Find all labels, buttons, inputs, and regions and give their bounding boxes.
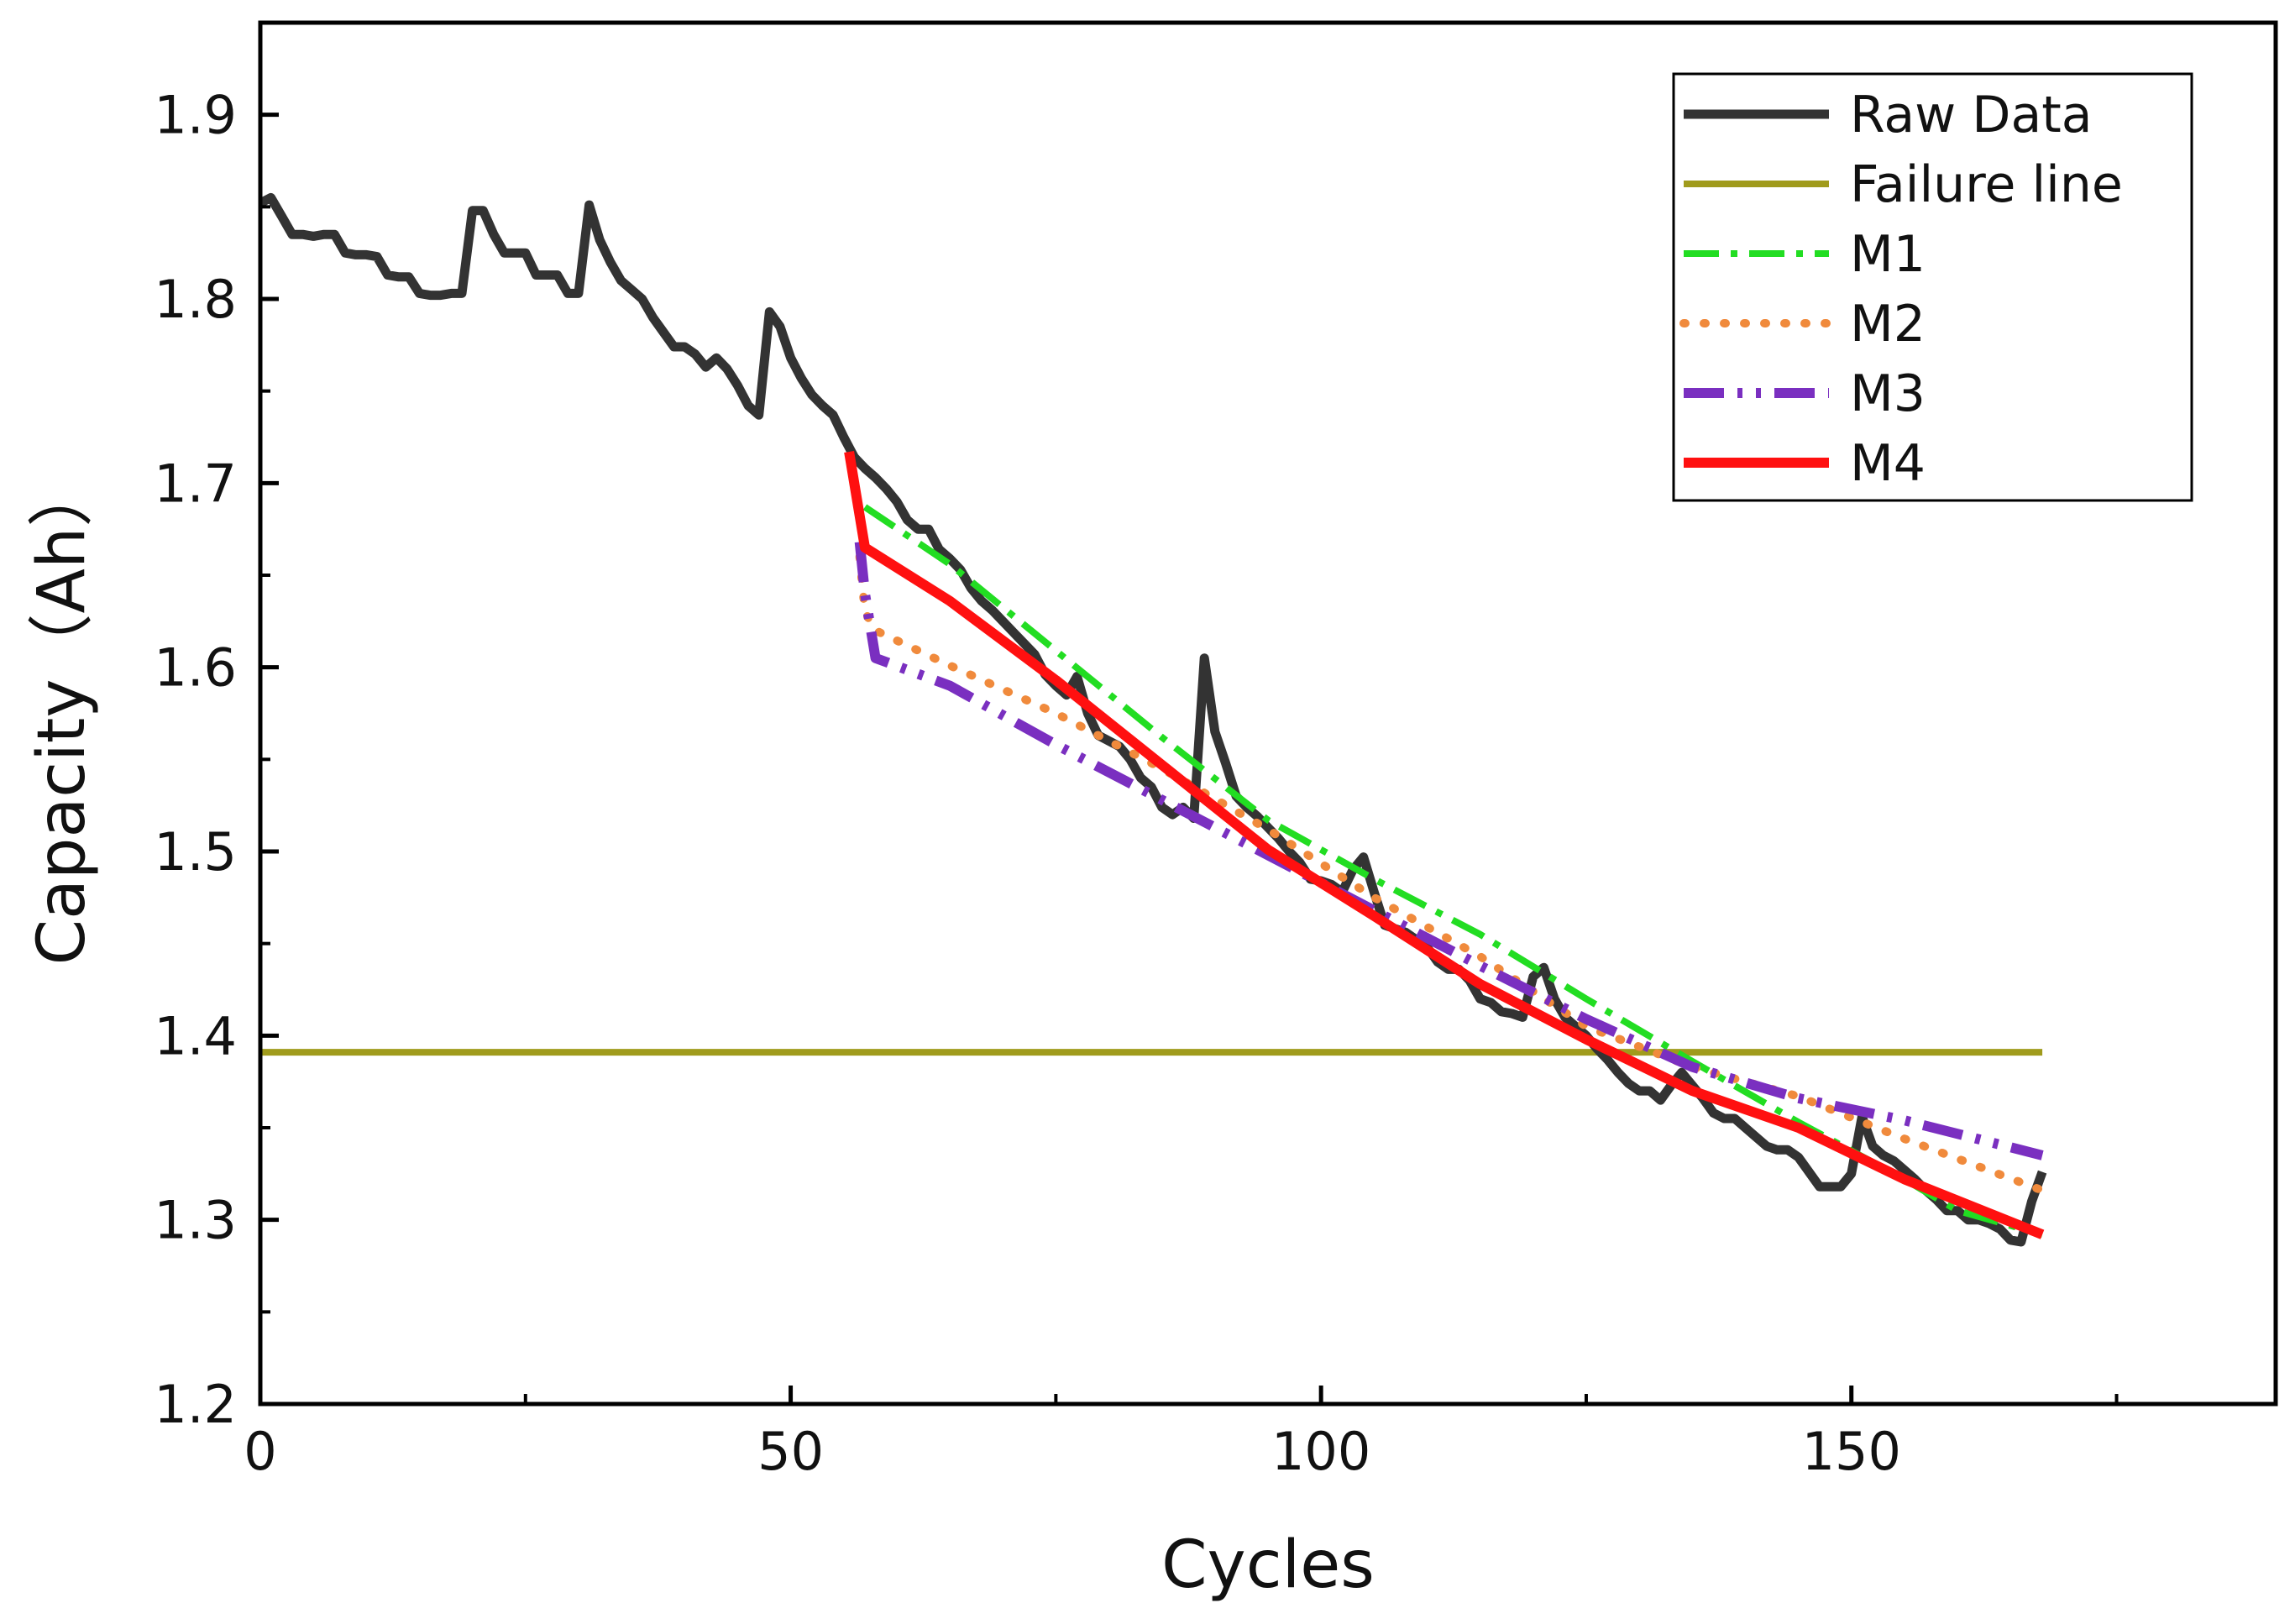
y-tick-label: 1.3	[154, 1190, 237, 1251]
legend-label-failure-line: Failure line	[1850, 155, 2123, 214]
y-tick-label: 1.4	[154, 1005, 237, 1066]
series-line-m1	[862, 504, 2044, 1239]
y-tick-label: 1.8	[154, 269, 237, 330]
x-tick-label: 0	[244, 1421, 276, 1482]
x-axis-title: Cycles	[1161, 1527, 1375, 1603]
series-line-raw-data	[258, 192, 2047, 1247]
plot-frame	[258, 20, 2278, 1407]
legend-box	[1672, 72, 2193, 502]
legend-label-m4: M4	[1850, 434, 1926, 493]
legend: Raw Data Failure line M1 M2 M3 M4	[1672, 72, 2193, 502]
y-tick-label: 1.7	[154, 453, 237, 514]
series-line-m4	[844, 451, 2045, 1239]
y-tick-label: 1.2	[154, 1374, 237, 1435]
y-tick-label: 1.9	[154, 85, 237, 146]
x-tick-label: 50	[757, 1421, 824, 1482]
tick-layer: 0 50 100 150 1.2 1.3 1.4 1.5 1.6 1.7 1.8 1.9	[154, 85, 2119, 1482]
legend-label-m3: M3	[1850, 364, 1926, 423]
legend-label-raw-data: Raw Data	[1850, 86, 2093, 144]
series-layer	[258, 192, 2047, 1247]
x-tick-label: 150	[1802, 1421, 1901, 1482]
y-tick-label: 1.6	[154, 637, 237, 699]
y-axis-title: Capacity（Ah）	[24, 462, 100, 966]
legend-label-m2: M2	[1850, 295, 1926, 354]
y-tick-label: 1.5	[154, 821, 237, 883]
legend-label-m1: M1	[1850, 225, 1926, 284]
x-tick-label: 100	[1271, 1421, 1370, 1482]
